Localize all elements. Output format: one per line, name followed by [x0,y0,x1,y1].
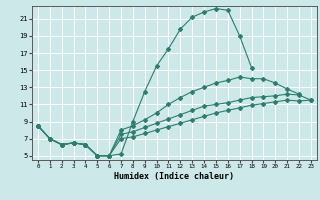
X-axis label: Humidex (Indice chaleur): Humidex (Indice chaleur) [115,172,234,181]
